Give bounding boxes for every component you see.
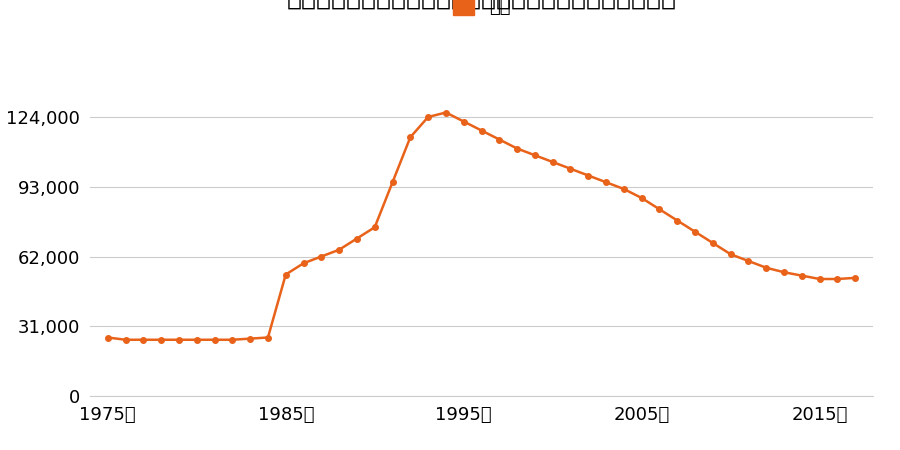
Title: 栃木県小山市大字神鳥谷字稲荷林１３５１番２の地価推移: 栃木県小山市大字神鳥谷字稲荷林１３５１番２の地価推移 [286,0,677,9]
Legend: 価格: 価格 [446,0,518,23]
